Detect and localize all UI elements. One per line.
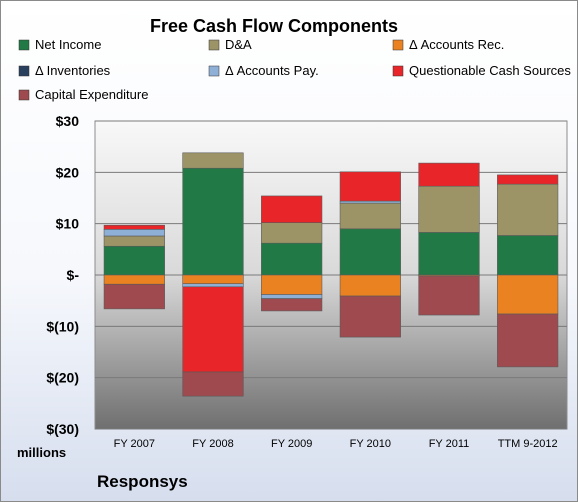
x-tick-label: FY 2009 <box>271 438 312 450</box>
y-tick-label: $(10) <box>46 318 79 334</box>
bar-accounts-pay-fy-2007 <box>103 229 165 237</box>
x-tick-label: TTM 9-2012 <box>498 438 558 450</box>
bar-capital-expenditure-ttm-9-2012 <box>497 313 559 368</box>
bar-capital-expenditure-fy-2007 <box>103 283 165 310</box>
bar-questionable-cash-sources-fy-2009 <box>261 195 323 223</box>
bar-accounts-pay-fy-2008 <box>182 283 244 288</box>
x-tick-label: FY 2008 <box>192 438 233 450</box>
bar-questionable-cash-sources-fy-2007 <box>103 224 165 230</box>
legend-swatch-d-a <box>208 39 220 51</box>
company-name: Responsys <box>97 472 188 491</box>
bar-d-a-fy-2010 <box>339 202 401 230</box>
bar-capital-expenditure-fy-2010 <box>339 295 401 338</box>
bar-questionable-cash-sources-ttm-9-2012 <box>497 174 559 185</box>
bar-net-income-fy-2011 <box>418 232 480 276</box>
bar-d-a-fy-2009 <box>261 222 323 244</box>
legend-swatch-questionable-cash-sources <box>392 65 404 77</box>
bar-net-income-fy-2009 <box>261 242 323 276</box>
bar-accounts-rec-fy-2007 <box>103 274 165 285</box>
legend-label-capital-expenditure: Capital Expenditure <box>35 87 148 102</box>
chart-title: Free Cash Flow Components <box>150 16 398 36</box>
bar-accounts-rec-ttm-9-2012 <box>497 274 559 315</box>
x-tick-label: FY 2007 <box>114 438 155 450</box>
legend-swatch-accounts-rec <box>392 39 404 51</box>
legend-label-accounts-rec: Δ Accounts Rec. <box>409 37 504 52</box>
legend-label-accounts-pay: Δ Accounts Pay. <box>225 63 319 78</box>
y-tick-label: $20 <box>56 164 80 180</box>
y-axis-unit-label: millions <box>17 445 66 460</box>
bar-questionable-cash-sources-fy-2011 <box>418 162 480 187</box>
legend: Net Income D&A Δ Accounts Rec. Δ Inventorie… <box>18 37 571 102</box>
y-tick-label: $- <box>67 267 80 283</box>
x-axis-categories: FY 2007 FY 2008 FY 2009 FY 2010 FY 2011 TTM 9… <box>114 438 558 450</box>
bar-capital-expenditure-fy-2011 <box>418 275 480 316</box>
y-tick-label: $10 <box>56 216 80 232</box>
legend-label-questionable-cash-sources: Questionable Cash Sources <box>409 63 571 78</box>
bars <box>103 152 559 397</box>
bar-capital-expenditure-fy-2009 <box>261 298 323 312</box>
legend-label-inventories: Δ Inventories <box>35 63 111 78</box>
legend-label-net-income: Net Income <box>35 37 101 52</box>
bar-net-income-fy-2010 <box>339 228 401 276</box>
bar-accounts-rec-fy-2008 <box>182 274 244 285</box>
legend-swatch-net-income <box>18 39 30 51</box>
bar-d-a-fy-2008 <box>182 152 244 169</box>
y-tick-label: $(30) <box>46 421 79 437</box>
bar-d-a-ttm-9-2012 <box>497 183 559 236</box>
bar-net-income-ttm-9-2012 <box>497 235 559 276</box>
bar-d-a-fy-2007 <box>103 235 165 247</box>
y-axis-ticks: $30 $20 $10 $- $(10) $(20) $(30) <box>46 113 79 437</box>
legend-swatch-accounts-pay <box>208 65 220 77</box>
bar-capital-expenditure-fy-2008 <box>182 371 244 397</box>
bar-net-income-fy-2008 <box>182 167 244 276</box>
bar-questionable-cash-sources-fy-2008 <box>182 286 244 373</box>
gridlines <box>95 120 567 430</box>
legend-swatch-capital-expenditure <box>18 89 30 101</box>
bar-d-a-fy-2011 <box>418 185 480 233</box>
legend-label-d-a: D&A <box>225 37 252 52</box>
y-tick-label: $(20) <box>46 370 79 386</box>
y-tick-label: $30 <box>56 113 80 129</box>
bar-accounts-pay-fy-2009 <box>261 294 323 299</box>
bar-questionable-cash-sources-fy-2010 <box>339 171 401 202</box>
x-tick-label: FY 2011 <box>429 438 470 450</box>
bar-net-income-fy-2007 <box>103 245 165 276</box>
x-tick-label: FY 2010 <box>350 438 391 450</box>
bar-accounts-rec-fy-2010 <box>339 274 401 297</box>
legend-swatch-inventories <box>18 65 30 77</box>
bar-accounts-rec-fy-2009 <box>261 274 323 295</box>
bar-accounts-pay-fy-2010 <box>339 200 401 204</box>
